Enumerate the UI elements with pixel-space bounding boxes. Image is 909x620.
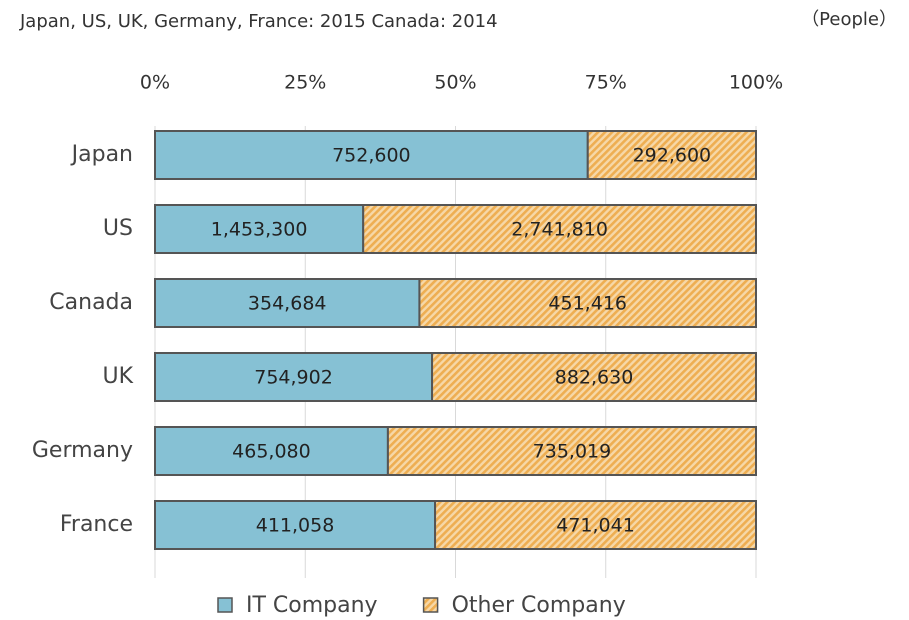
bar-segment <box>154 278 421 328</box>
category-label: Canada <box>49 290 133 315</box>
category-label: Japan <box>70 142 133 167</box>
x-tick-label: 100% <box>729 72 783 94</box>
x-tick-label: 25% <box>284 72 326 94</box>
legend-label: Other Company <box>452 593 626 618</box>
bar-segment <box>154 130 589 180</box>
data-label: 451,416 <box>548 293 627 315</box>
category-label: US <box>103 216 133 241</box>
bar-segment <box>154 426 389 476</box>
data-label: 354,684 <box>248 293 327 315</box>
unit-label: （People） <box>801 9 897 30</box>
x-tick-label: 50% <box>434 72 476 94</box>
data-label: 1,453,300 <box>211 219 308 241</box>
bar-segment <box>154 352 434 402</box>
bar-segment <box>386 426 757 476</box>
bar-segment <box>586 130 757 180</box>
x-tick-label: 0% <box>140 72 170 94</box>
bar-segment <box>154 204 365 254</box>
x-tick-label: 75% <box>585 72 627 94</box>
legend-swatch <box>217 597 233 613</box>
data-label: 2,741,810 <box>511 219 608 241</box>
bar-segment <box>418 278 757 328</box>
bar-segment <box>154 500 437 550</box>
data-label: 411,058 <box>256 515 335 537</box>
subtitle: Japan, US, UK, Germany, France: 2015 Can… <box>19 11 498 32</box>
bar-segment <box>434 500 757 550</box>
category-label: Germany <box>32 438 133 463</box>
bar-segment <box>362 204 757 254</box>
bar-segment <box>431 352 757 402</box>
data-label: 465,080 <box>232 441 311 463</box>
category-label: UK <box>102 364 133 389</box>
legend-swatch <box>422 597 439 613</box>
legend-label: IT Company <box>246 593 378 618</box>
data-label: 292,600 <box>633 145 712 167</box>
data-label: 471,041 <box>556 515 635 537</box>
category-label: France <box>60 512 133 537</box>
data-label: 754,902 <box>254 367 333 389</box>
data-label: 752,600 <box>332 145 411 167</box>
data-label: 882,630 <box>555 367 634 389</box>
data-label: 735,019 <box>533 441 612 463</box>
